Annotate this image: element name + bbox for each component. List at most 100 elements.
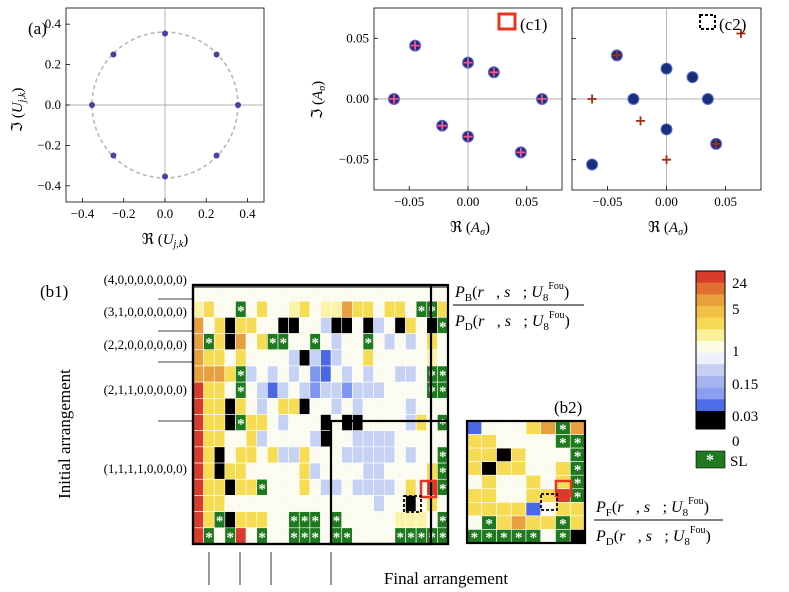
- c2-dot: [627, 93, 640, 105]
- b1-cells-cell: [192, 430, 204, 448]
- b1-cells-cell: [341, 381, 353, 399]
- b1-cells-sl-star: *: [333, 530, 341, 546]
- b1-cells-cell: [373, 511, 385, 529]
- b1-cells-cell: [288, 398, 300, 415]
- b1-cells-cell: [362, 317, 374, 334]
- b2-cells-sl-star: *: [574, 462, 582, 478]
- b1-cells-cell: [383, 365, 396, 383]
- b1-cells-cell: [309, 381, 321, 399]
- b1-cells-cell: [309, 414, 321, 431]
- b1-cells-cell: [288, 349, 300, 367]
- b1-cells-cell: [394, 414, 406, 431]
- b1-cells-cell: [352, 511, 364, 529]
- b2-cells-sl-star: *: [559, 530, 567, 546]
- b1-cells-cell: [405, 300, 417, 318]
- b1-cells-cell: [405, 478, 417, 496]
- b1-cells-cell: [213, 317, 226, 334]
- b2-cells-cell: [540, 515, 556, 530]
- colorbar-band: [696, 294, 725, 307]
- b1-cells-cell: [309, 495, 321, 512]
- a-ytick-label: −0.2: [37, 137, 61, 152]
- panel-c1-label: (c1): [520, 15, 547, 34]
- b1-cells-cell: [256, 414, 268, 431]
- row-dividers: [158, 298, 193, 422]
- b1-cells-cell: [245, 398, 258, 415]
- b2-cells-cell: [481, 447, 497, 462]
- b1-cells-cell: [277, 414, 289, 431]
- b1-cells-cell: [235, 462, 247, 480]
- b1-cells-cell: [415, 365, 428, 383]
- b1-cells-cell: [256, 365, 268, 383]
- panel-b2-highlight-red: [554, 479, 573, 498]
- panel-b1: (b1) * * *** * * * ** * ** * ** **** ** * * * * ** * * * * * * *…: [40, 272, 584, 588]
- b1-cells-cell: [298, 462, 311, 480]
- b1-cells-cell: [383, 511, 396, 529]
- b1-cells-cell: [405, 430, 417, 448]
- panel-c1-ylabel: ℑ (Aσ): [310, 81, 328, 119]
- b1-cells-cell: [203, 446, 215, 464]
- b1-cells-cell: [320, 349, 332, 367]
- b1-cells-cell: [341, 398, 353, 415]
- b1-cells-cell: [213, 349, 226, 367]
- b1-cells-cell: [415, 511, 428, 529]
- b2-cells-sl-star: *: [559, 435, 567, 451]
- b1-cells-cell: [330, 446, 343, 464]
- svg-text:PF(r⃗, s⃗; U8Fou): PF(r⃗, s⃗; U8Fou): [595, 496, 709, 519]
- b1-cells-cell: [213, 398, 226, 415]
- a-ytick-label: −0.4: [37, 178, 61, 193]
- c1-ytick-label: 0.05: [346, 30, 369, 45]
- b1-cells-cell: [330, 381, 343, 399]
- c1-ytick-label: 0.00: [346, 91, 369, 106]
- b1-cells-sl-star: *: [311, 336, 319, 352]
- b2-cells-cell: [481, 461, 497, 476]
- b1-cells-cell: [192, 462, 204, 480]
- b1-cells-cell: [288, 446, 300, 464]
- b1-cells-cell: [437, 333, 449, 351]
- b1-cells-cell: [192, 398, 204, 415]
- b1-cells-cell: [309, 478, 321, 496]
- b1-cells-cell: [405, 349, 417, 367]
- b1-cells-cell: [298, 430, 311, 448]
- b1-cells-cell: [352, 478, 364, 496]
- b1-cells-cell: [352, 317, 364, 334]
- b1-cells-sl-star: *: [439, 514, 447, 530]
- b1-cells-cell: [320, 365, 332, 383]
- panel-c2-xlabel: ℜ (Aσ): [648, 220, 688, 238]
- b1-cells-cell: [192, 349, 204, 367]
- colorbar-sl-star: *: [706, 452, 714, 469]
- b1-cells-sl-star: *: [226, 530, 234, 546]
- b1-cells-cell: [288, 365, 300, 383]
- b1-cells-cell: [320, 462, 332, 480]
- a-xtick-label: −0.4: [71, 206, 95, 221]
- b1-cells-sl-star: *: [258, 481, 266, 497]
- b1-cells-cell: [213, 527, 226, 545]
- b2-cells-sl-star: *: [500, 530, 508, 546]
- b1-cells-cell: [267, 527, 279, 545]
- b1-cells-cell: [267, 446, 279, 464]
- panel-c2: −0.05 0.00 0.05 (c2) ℜ (Aσ): [571, 7, 762, 238]
- b1-cells-cell: [383, 349, 396, 367]
- b2-cells-cell: [510, 420, 527, 435]
- b1-cells-cell: [245, 349, 258, 367]
- b1-cells-cell: [352, 381, 364, 399]
- b1-cells-cell: [330, 495, 343, 512]
- b1-cells-cell: [330, 333, 343, 351]
- b1-cells-cell: [330, 430, 343, 448]
- b1-cells-cell: [298, 300, 311, 318]
- b1-cells-cell: [267, 398, 279, 415]
- b1-cells-cell: [362, 511, 374, 529]
- b1-cells-sl-star: *: [439, 417, 447, 433]
- b1-cells-cell: [320, 381, 332, 399]
- c1-cross: [389, 94, 399, 104]
- b1-cells-cell: [373, 381, 385, 399]
- ratio-label-b2: PF(r⃗, s⃗; U8Fou) PD(r⃗, s⃗; U8Fou): [594, 496, 723, 548]
- colorbar-tick-sl: SL: [730, 454, 748, 470]
- b1-cells-cell: [213, 430, 226, 448]
- b1-cells-cell: [341, 365, 353, 383]
- b2-cells-cell: [510, 502, 527, 517]
- b1-cells-cell: [341, 478, 353, 496]
- b1-cells-cell: [320, 317, 332, 334]
- b1-cells-cell: [362, 398, 374, 415]
- a-data-point: [162, 30, 168, 37]
